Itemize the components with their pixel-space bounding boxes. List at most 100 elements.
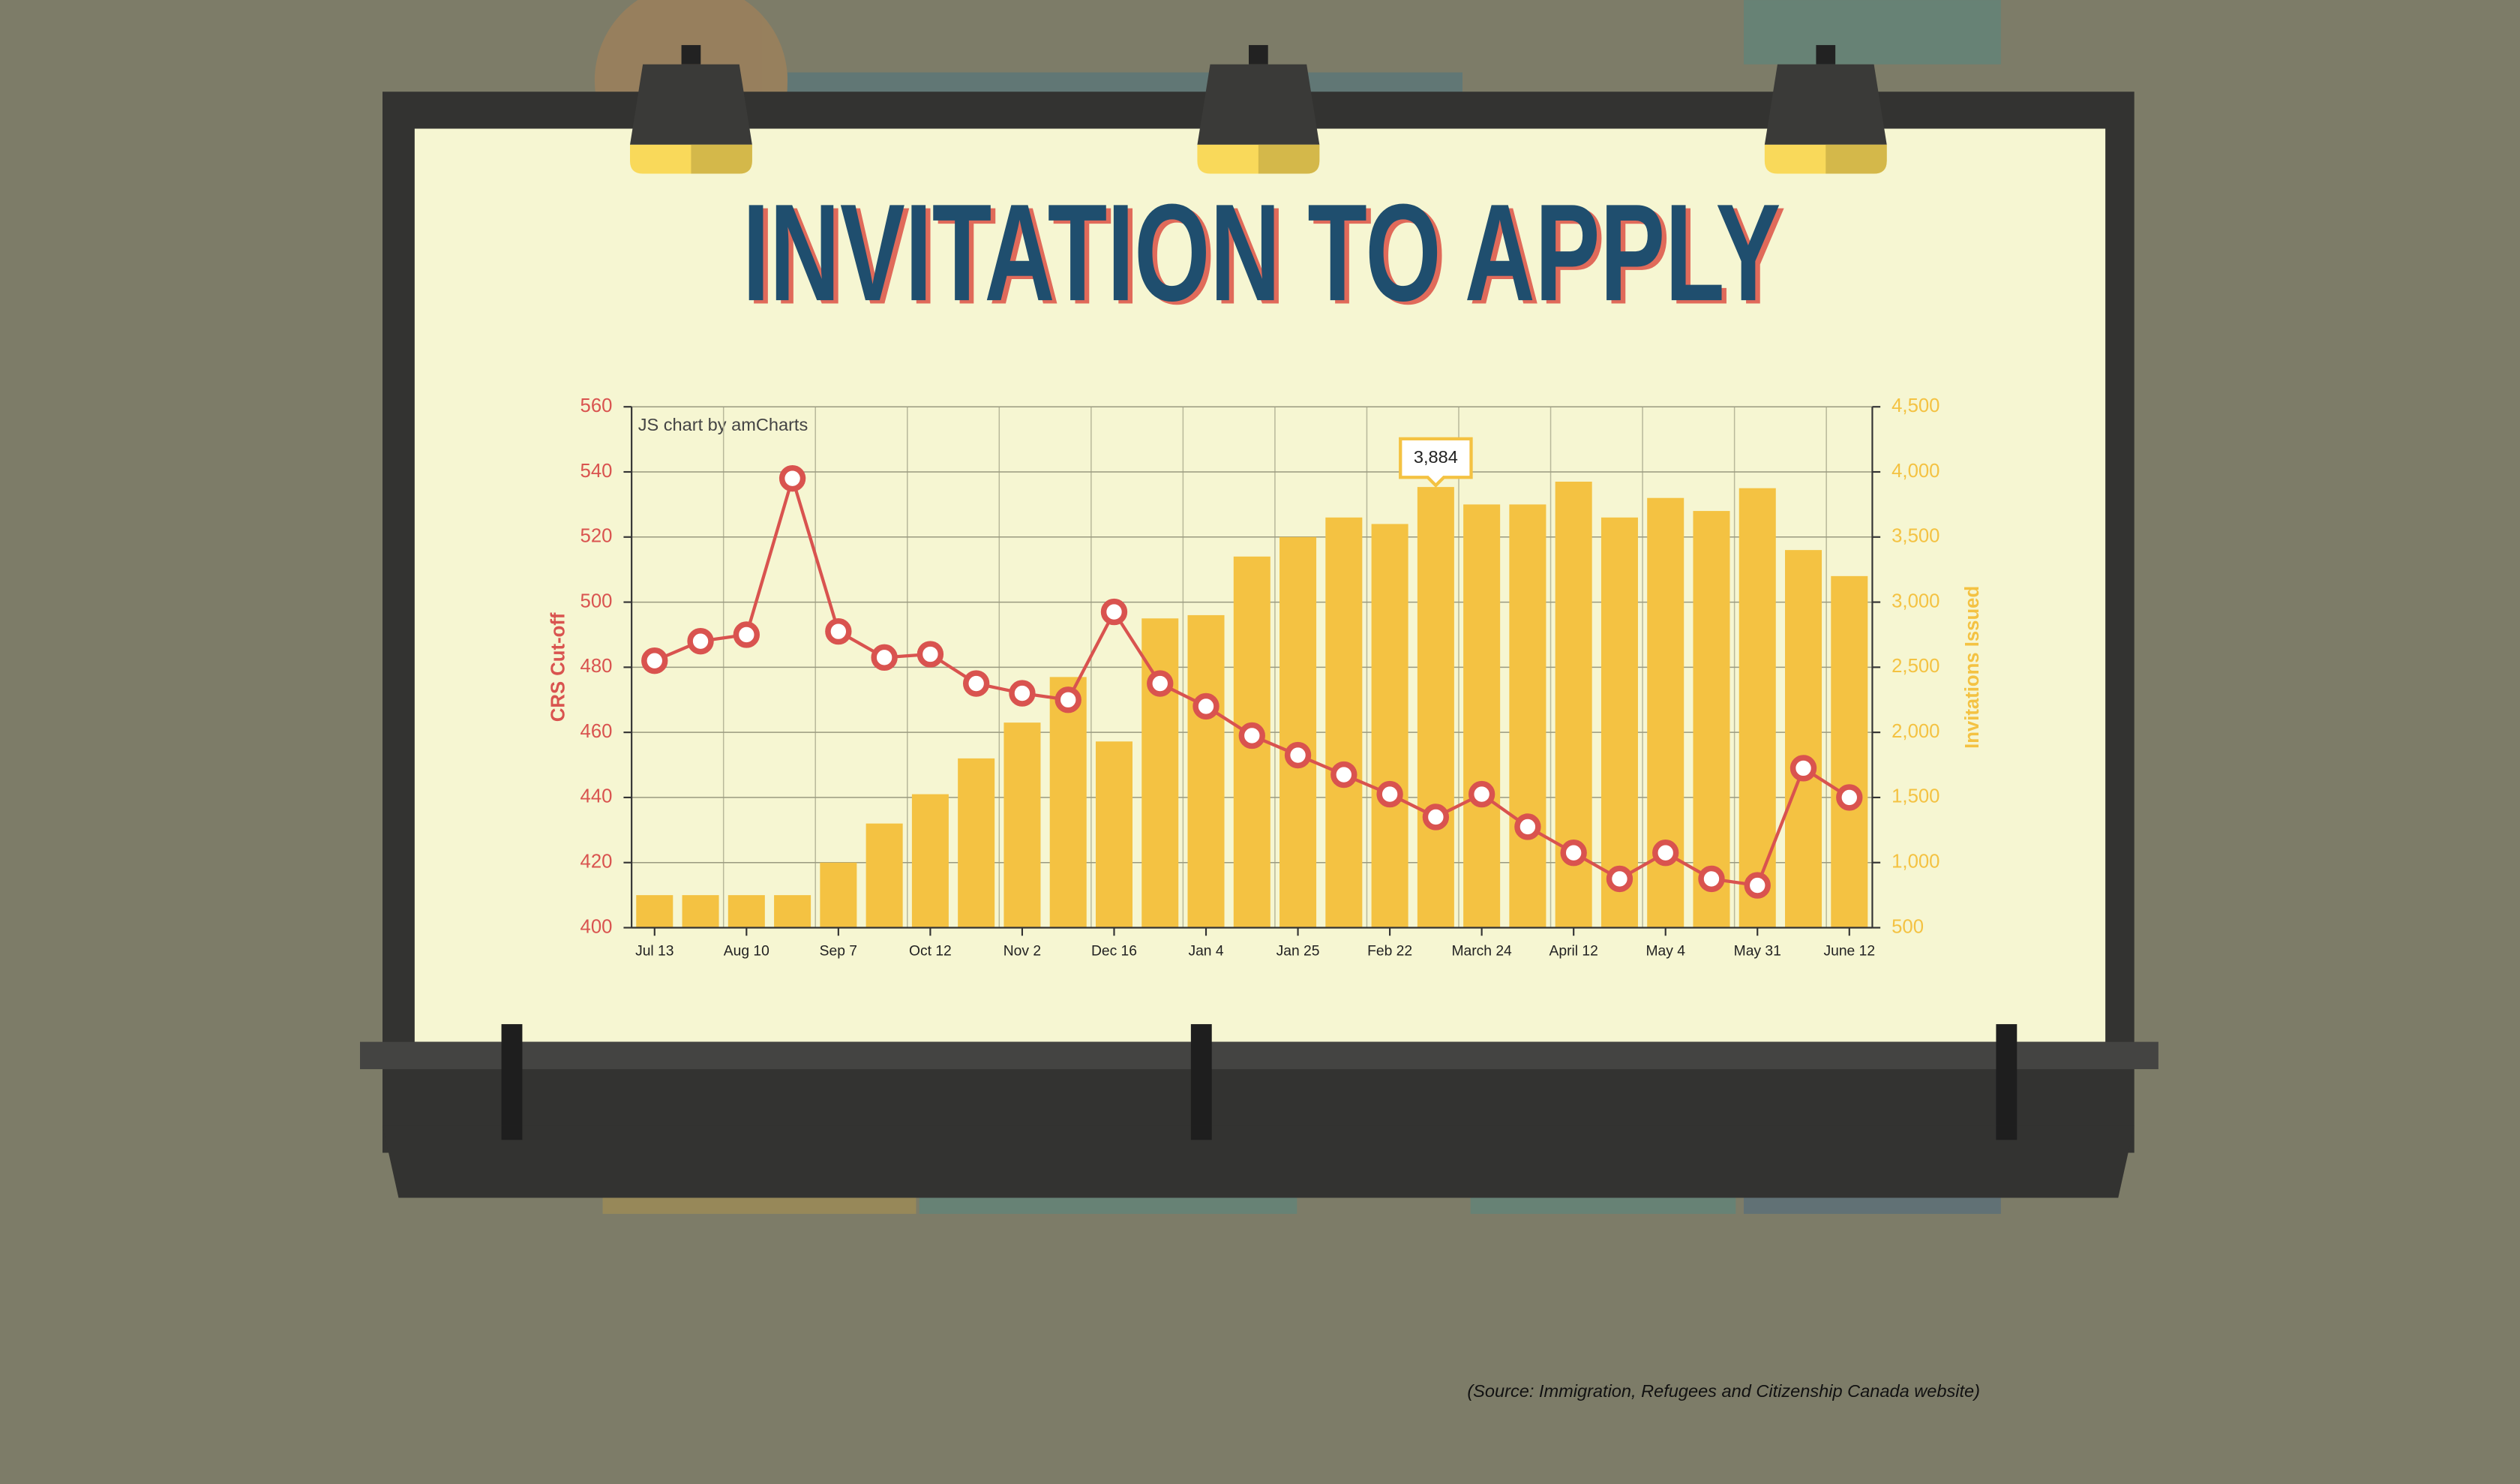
- title-shadow: INVITATION TO APPLY: [747, 179, 1785, 333]
- bar: [1693, 511, 1730, 928]
- bar: [1187, 614, 1225, 928]
- point: [1238, 722, 1265, 750]
- point: [687, 627, 714, 655]
- y2-tick-label: 2,500: [1892, 656, 1940, 677]
- bar: [866, 823, 903, 928]
- billboard-post: [1996, 1024, 2018, 1140]
- chart-title: INVITATION TO APPLY: [742, 176, 1780, 330]
- x-tick-label: Nov 2: [1004, 944, 1041, 960]
- y-tick-label: 400: [580, 916, 613, 937]
- lamp: [630, 45, 752, 174]
- y-tick-label: 480: [580, 656, 613, 677]
- lamps: [630, 45, 1887, 174]
- y-tick-label: 460: [580, 721, 613, 742]
- y-tick-label: 420: [580, 852, 613, 873]
- point: [1284, 741, 1312, 769]
- value-label: 3,884: [1414, 447, 1458, 467]
- bar: [1049, 677, 1087, 928]
- bar: [1417, 487, 1454, 928]
- point: [871, 644, 898, 671]
- x-tick-label: Aug 10: [724, 944, 770, 960]
- tooltip-box: [1399, 437, 1473, 488]
- point: [1698, 865, 1725, 893]
- bar: [728, 895, 765, 928]
- bar: [1509, 504, 1546, 928]
- bar: [1095, 741, 1132, 928]
- bar: [1280, 536, 1317, 928]
- y-tick-label: 560: [580, 395, 613, 416]
- bar: [774, 895, 812, 928]
- bar: [911, 794, 949, 928]
- bar: [1785, 550, 1822, 928]
- point: [1560, 840, 1587, 867]
- x-tick-label: April 12: [1550, 944, 1598, 960]
- y-tick-label: 440: [580, 786, 613, 807]
- x-tick-label: May 4: [1646, 944, 1685, 960]
- point: [825, 617, 852, 645]
- plot: 400 420 440 460 480 500 520 540 560 500 1,000 1,500…: [580, 395, 1940, 960]
- y2-tick-label: 1,000: [1892, 852, 1940, 873]
- point: [1192, 692, 1220, 720]
- billboard-base: [382, 1125, 2134, 1198]
- x-tick-label: Jul 13: [635, 944, 674, 960]
- point: [1652, 840, 1679, 867]
- x-tick-label: Dec 16: [1091, 944, 1137, 960]
- y2-tick-label: 4,500: [1892, 395, 1940, 416]
- y2-tick-label: 3,500: [1892, 526, 1940, 547]
- y2-axis-label: Invitations Issued: [1962, 586, 1983, 749]
- point: [1744, 872, 1771, 899]
- point: [1422, 804, 1450, 831]
- point: [1606, 865, 1634, 893]
- x-tick-label: Jan 25: [1276, 944, 1320, 960]
- bar: [1831, 575, 1868, 928]
- x-tick-label: Oct 12: [909, 944, 952, 960]
- point: [1790, 755, 1817, 782]
- bar: [958, 758, 995, 928]
- y-tick-label: 500: [580, 590, 613, 611]
- source-note: (Source: Immigration, Refugees and Citiz…: [1467, 1381, 1980, 1401]
- y2-tick-label: 4,000: [1892, 461, 1940, 482]
- bar: [1463, 504, 1501, 928]
- bar: [1004, 722, 1041, 928]
- bar: [1371, 524, 1408, 928]
- point: [1009, 680, 1036, 707]
- x-tick-label: Feb 22: [1367, 944, 1412, 960]
- lamp: [1764, 45, 1887, 174]
- x-tick-label: Jan 4: [1188, 944, 1223, 960]
- poster: [1744, 0, 2001, 65]
- x-tick-label: Sep 7: [820, 944, 857, 960]
- y-tick-label: 520: [580, 526, 613, 547]
- billboard-post: [501, 1024, 523, 1140]
- point: [1376, 780, 1403, 808]
- y2-tick-label: 500: [1892, 916, 1924, 937]
- bar: [636, 895, 674, 928]
- point: [1836, 784, 1863, 811]
- bar: [682, 895, 719, 928]
- bar: [1600, 517, 1638, 928]
- point: [1514, 813, 1541, 840]
- x-tick-label: June 12: [1824, 944, 1876, 960]
- bar: [1738, 488, 1776, 928]
- point: [1468, 780, 1496, 808]
- lamp: [1197, 45, 1320, 174]
- billboard-rail: [360, 1041, 2158, 1070]
- point: [1147, 670, 1174, 697]
- point: [1054, 686, 1082, 713]
- y2-tick-label: 2,000: [1892, 721, 1940, 742]
- billboard-post: [1190, 1024, 1212, 1140]
- point: [916, 641, 944, 668]
- x-tick-label: March 24: [1451, 944, 1512, 960]
- bar: [820, 862, 857, 928]
- y-axis-label: CRS Cut-off: [548, 612, 569, 722]
- y-tick-label: 540: [580, 461, 613, 482]
- point: [733, 621, 760, 648]
- point: [962, 670, 990, 697]
- point: [1100, 598, 1128, 626]
- point: [778, 464, 806, 492]
- x-tick-label: May 31: [1734, 944, 1781, 960]
- y2-tick-label: 3,000: [1892, 590, 1940, 611]
- bar: [1142, 618, 1179, 928]
- y2-tick-label: 1,500: [1892, 786, 1940, 807]
